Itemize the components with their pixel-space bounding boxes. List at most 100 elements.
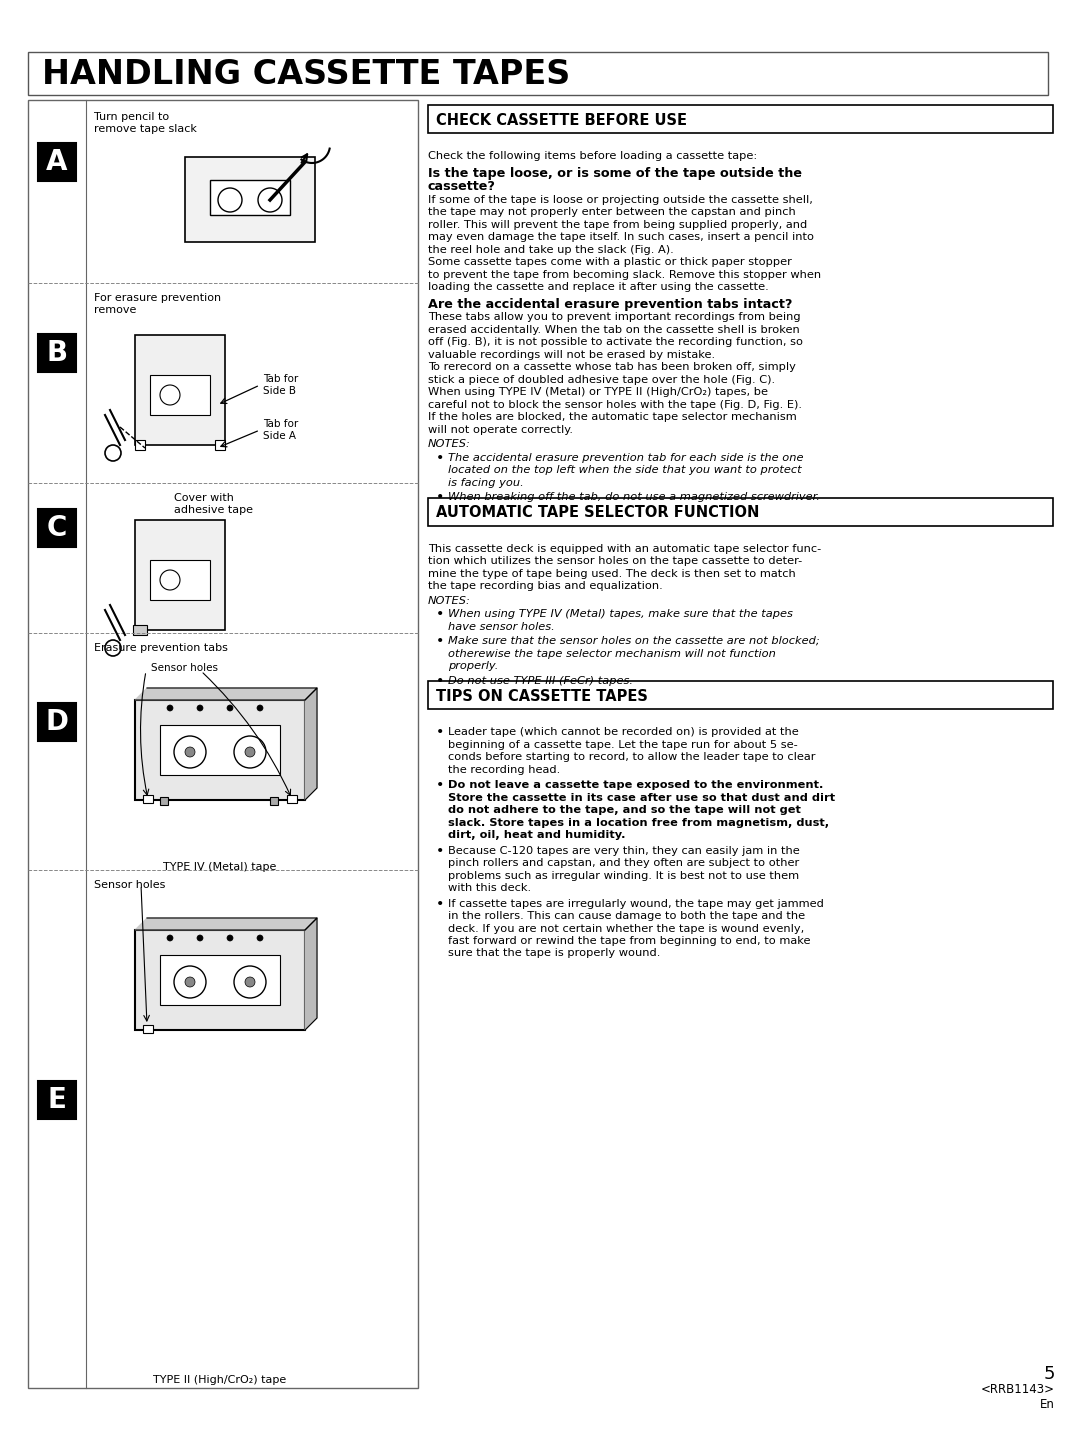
Text: the tape may not properly enter between the capstan and pinch: the tape may not properly enter between … [428, 206, 796, 216]
Text: If some of the tape is loose or projecting outside the cassette shell,: If some of the tape is loose or projecti… [428, 195, 813, 205]
Circle shape [245, 747, 255, 757]
Text: HANDLING CASSETTE TAPES: HANDLING CASSETTE TAPES [42, 57, 570, 92]
Bar [135, 520, 225, 631]
Text: En: En [1040, 1399, 1055, 1412]
Circle shape [257, 934, 264, 941]
Text: Tab for
Side A: Tab for Side A [264, 420, 298, 441]
Bar [38, 702, 76, 741]
Text: remove: remove [94, 305, 136, 315]
Circle shape [185, 747, 195, 757]
Text: •: • [436, 450, 444, 464]
Circle shape [245, 977, 255, 987]
Text: Are the accidental erasure prevention tabs intact?: Are the accidental erasure prevention ta… [428, 298, 793, 311]
Text: Is the tape loose, or is some of the tape outside the: Is the tape loose, or is some of the tap… [428, 166, 802, 179]
Text: When breaking off the tab, do not use a magnetized screwdriver.: When breaking off the tab, do not use a … [448, 492, 820, 502]
Text: NOTES:: NOTES: [428, 596, 471, 606]
Bar [38, 142, 76, 181]
Bar [185, 158, 315, 242]
Circle shape [197, 934, 203, 941]
Text: Do not use TYPE III (FeCr) tapes.: Do not use TYPE III (FeCr) tapes. [448, 675, 633, 685]
Circle shape [167, 934, 173, 941]
Bar [38, 509, 76, 547]
Text: Cover with: Cover with [174, 493, 234, 503]
Text: with this deck.: with this deck. [448, 883, 531, 893]
Bar [143, 795, 153, 802]
Bar [143, 1025, 153, 1033]
Text: the tape recording bias and equalization.: the tape recording bias and equalization… [428, 580, 663, 590]
Bar [270, 797, 278, 805]
Text: located on the top left when the side that you want to protect: located on the top left when the side th… [448, 464, 801, 474]
Text: •: • [436, 633, 444, 648]
Bar [28, 52, 1048, 95]
Text: will not operate correctly.: will not operate correctly. [428, 424, 573, 434]
Text: fast forward or rewind the tape from beginning to end, to make: fast forward or rewind the tape from beg… [448, 936, 810, 946]
Bar [38, 334, 76, 373]
Text: •: • [436, 844, 444, 857]
Text: Leader tape (which cannot be recorded on) is provided at the: Leader tape (which cannot be recorded on… [448, 727, 799, 737]
Text: AUTOMATIC TAPE SELECTOR FUNCTION: AUTOMATIC TAPE SELECTOR FUNCTION [436, 504, 759, 520]
Text: Check the following items before loading a cassette tape:: Check the following items before loading… [428, 150, 757, 160]
Text: Because C-120 tapes are very thin, they can easily jam in the: Because C-120 tapes are very thin, they … [448, 845, 800, 856]
Text: NOTES:: NOTES: [428, 438, 471, 449]
Text: roller. This will prevent the tape from being supplied properly, and: roller. This will prevent the tape from … [428, 219, 807, 229]
Bar [150, 560, 210, 600]
Text: <RRB1143>: <RRB1143> [981, 1383, 1055, 1396]
Text: tion which utilizes the sensor holes on the tape cassette to deter-: tion which utilizes the sensor holes on … [428, 556, 802, 566]
Text: do not adhere to the tape, and so the tape will not get: do not adhere to the tape, and so the ta… [448, 805, 801, 815]
Text: the recording head.: the recording head. [448, 764, 561, 774]
Text: •: • [436, 778, 444, 792]
Text: When using TYPE IV (Metal) or TYPE II (High/CrO₂) tapes, be: When using TYPE IV (Metal) or TYPE II (H… [428, 387, 768, 397]
Text: Sensor holes: Sensor holes [151, 663, 218, 674]
Text: stick a piece of doubled adhesive tape over the hole (Fig. C).: stick a piece of doubled adhesive tape o… [428, 374, 775, 384]
Bar [133, 625, 147, 635]
Circle shape [197, 705, 203, 711]
Text: A: A [46, 148, 68, 175]
Text: Turn pencil to: Turn pencil to [94, 112, 170, 122]
Text: off (Fig. B), it is not possible to activate the recording function, so: off (Fig. B), it is not possible to acti… [428, 337, 804, 347]
Polygon shape [135, 688, 318, 699]
Text: TYPE II (High/CrO₂) tape: TYPE II (High/CrO₂) tape [153, 1376, 286, 1386]
Text: loading the cassette and replace it after using the cassette.: loading the cassette and replace it afte… [428, 282, 769, 292]
Circle shape [167, 705, 173, 711]
Text: 5: 5 [1043, 1366, 1055, 1383]
Text: in the rollers. This can cause damage to both the tape and the: in the rollers. This can cause damage to… [448, 911, 805, 921]
Text: to prevent the tape from becoming slack. Remove this stopper when: to prevent the tape from becoming slack.… [428, 269, 821, 279]
Text: The accidental erasure prevention tab for each side is the one: The accidental erasure prevention tab fo… [448, 453, 804, 463]
Bar [135, 699, 305, 800]
Text: E: E [48, 1086, 67, 1113]
Text: pinch rollers and capstan, and they often are subject to other: pinch rollers and capstan, and they ofte… [448, 858, 799, 868]
Text: is facing you.: is facing you. [448, 477, 524, 487]
Text: C: C [46, 514, 67, 542]
Circle shape [185, 977, 195, 987]
Text: TYPE IV (Metal) tape: TYPE IV (Metal) tape [163, 863, 276, 873]
Bar [28, 100, 418, 1389]
Text: This cassette deck is equipped with an automatic tape selector func-: This cassette deck is equipped with an a… [428, 543, 821, 553]
Text: deck. If you are not certain whether the tape is wound evenly,: deck. If you are not certain whether the… [448, 923, 805, 933]
Bar [428, 681, 1053, 709]
Bar [428, 105, 1053, 133]
Text: •: • [436, 725, 444, 739]
Bar [160, 725, 280, 775]
Text: For erasure prevention: For erasure prevention [94, 292, 221, 302]
Text: beginning of a cassette tape. Let the tape run for about 5 se-: beginning of a cassette tape. Let the ta… [448, 739, 798, 749]
Text: •: • [436, 897, 444, 910]
Circle shape [227, 705, 233, 711]
Text: TIPS ON CASSETTE TAPES: TIPS ON CASSETTE TAPES [436, 688, 648, 704]
Text: careful not to block the sensor holes with the tape (Fig. D, Fig. E).: careful not to block the sensor holes wi… [428, 400, 802, 410]
Text: Store the cassette in its case after use so that dust and dirt: Store the cassette in its case after use… [448, 792, 835, 802]
Text: Erasure prevention tabs: Erasure prevention tabs [94, 643, 228, 653]
Text: If the holes are blocked, the automatic tape selector mechanism: If the holes are blocked, the automatic … [428, 413, 797, 421]
Polygon shape [305, 688, 318, 800]
Polygon shape [305, 919, 318, 1030]
Bar [428, 497, 1053, 526]
Bar [287, 795, 297, 802]
Text: Make sure that the sensor holes on the cassette are not blocked;: Make sure that the sensor holes on the c… [448, 636, 820, 646]
Bar [38, 1080, 76, 1119]
Text: When using TYPE IV (Metal) tapes, make sure that the tapes: When using TYPE IV (Metal) tapes, make s… [448, 609, 793, 619]
Text: B: B [46, 340, 68, 367]
Text: problems such as irregular winding. It is best not to use them: problems such as irregular winding. It i… [448, 870, 799, 880]
Text: properly.: properly. [448, 661, 498, 671]
Bar [160, 954, 280, 1005]
Bar [160, 797, 168, 805]
Text: D: D [45, 708, 68, 735]
